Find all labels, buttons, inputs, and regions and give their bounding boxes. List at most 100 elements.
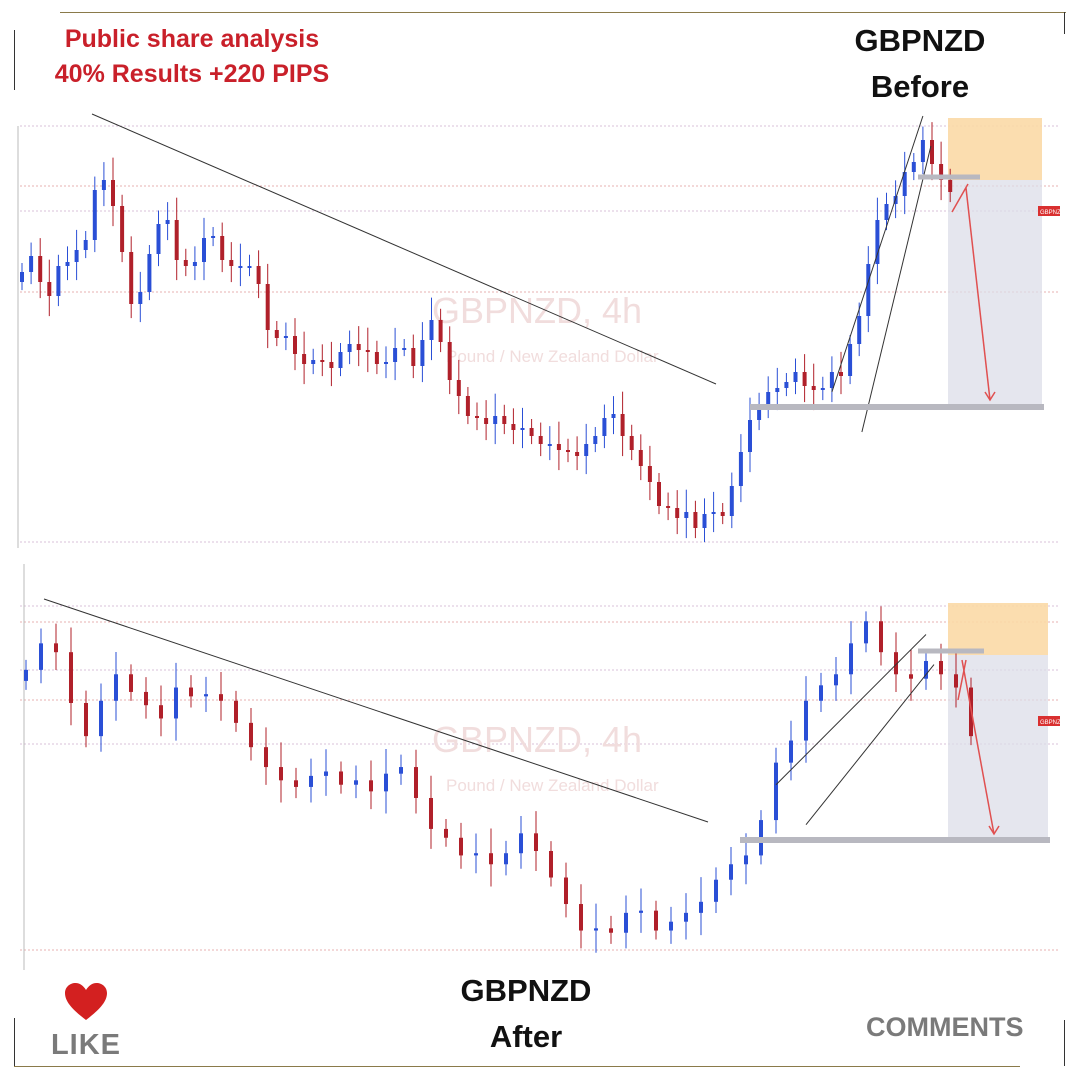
before-label: Before	[870, 69, 970, 104]
candle-body	[579, 904, 583, 931]
watermark-symbol: GBPNZD, 4h	[432, 290, 642, 331]
wedge-upper-line	[775, 634, 927, 786]
candle-body	[849, 643, 853, 675]
candle-body	[459, 837, 463, 856]
candle-body	[647, 466, 652, 482]
candle-body	[393, 348, 398, 362]
candle-body	[83, 240, 88, 250]
candle-body	[620, 414, 625, 436]
analysis-title: Public share analysis	[64, 25, 320, 53]
candle-body	[939, 164, 944, 180]
target-arrow-head	[988, 825, 1000, 836]
analysis-header: Public share analysis 40% Results +220 P…	[22, 22, 362, 92]
candle-body	[475, 416, 479, 418]
candle-body	[654, 910, 658, 931]
candle-body	[684, 912, 688, 922]
candle-body	[347, 344, 352, 352]
candle-body	[793, 372, 798, 382]
candle-body	[356, 344, 361, 350]
candle-body	[474, 853, 478, 856]
heart-icon	[65, 983, 107, 1020]
candle-body	[602, 418, 607, 436]
candle-body	[456, 380, 461, 396]
entry-zone	[948, 603, 1048, 655]
chart-panel-before: GBPNZD, 4h Pound / New Zealand Dollar GBPN…	[17, 113, 1061, 548]
candle-body	[54, 643, 58, 653]
candle-body	[274, 330, 279, 338]
candle-body	[669, 921, 673, 931]
candle-body	[804, 700, 808, 741]
candle-body	[666, 506, 671, 508]
candle-body	[120, 206, 125, 252]
candle-body	[147, 254, 152, 292]
candle-body	[684, 512, 689, 518]
target-arrow-line	[961, 659, 995, 835]
candle-body	[374, 352, 379, 364]
comments-button[interactable]: COMMENTS	[866, 1012, 1024, 1042]
candle-body	[894, 652, 898, 675]
candle-body	[711, 512, 716, 514]
candle-body	[338, 352, 343, 368]
candle-body	[219, 694, 223, 701]
candle-body	[320, 360, 325, 362]
candle-body	[566, 450, 570, 452]
candle-body	[839, 372, 843, 376]
candle-body	[624, 912, 628, 933]
wedge-lower-line	[861, 145, 932, 433]
chart-panel-after: GBPNZD, 4h Pound / New Zealand Dollar GBPN…	[20, 564, 1061, 970]
candle-body	[129, 252, 134, 304]
candle-body	[594, 928, 598, 931]
candle-body	[420, 340, 425, 366]
watermark-symbol: GBPNZD, 4h	[432, 719, 642, 760]
candle-body	[948, 180, 953, 192]
candle-body	[402, 348, 407, 350]
candle-body	[549, 851, 553, 878]
candle-body	[234, 700, 238, 723]
frame-left-bottom-mark	[14, 1018, 15, 1066]
candle-body	[111, 180, 115, 206]
candle-body	[866, 264, 871, 316]
candle-body	[329, 362, 334, 368]
candle-body	[879, 621, 883, 653]
candle-body	[302, 354, 307, 364]
candle-body	[714, 879, 718, 902]
price-tag-label: GBPNZ	[1040, 210, 1061, 216]
candle-body	[159, 705, 163, 719]
candle-body	[920, 140, 925, 162]
candle-body	[211, 236, 216, 238]
candle-body	[114, 674, 118, 701]
price-tag-box	[1038, 206, 1060, 216]
price-tag-label: GBPNZ	[1040, 720, 1061, 726]
candle-body	[738, 452, 743, 486]
candle-body	[757, 404, 762, 420]
candle-body	[238, 266, 243, 268]
candle-body	[939, 661, 943, 675]
candle-body	[720, 512, 725, 516]
candle-body	[429, 320, 434, 340]
candle-body	[834, 674, 838, 686]
candle-body	[675, 508, 680, 518]
candle-body	[229, 260, 234, 266]
candle-body	[547, 444, 552, 446]
candle-body	[657, 482, 661, 506]
frame-top-line	[60, 12, 1066, 13]
candle-body	[593, 436, 598, 444]
candle-body	[848, 344, 853, 376]
after-title: GBPNZD After	[426, 968, 626, 1060]
candle-body	[575, 452, 580, 456]
candle-body	[264, 747, 268, 768]
candle-body	[256, 266, 261, 284]
candle-body	[69, 652, 73, 703]
candle-body	[384, 362, 388, 364]
candle-body	[129, 674, 133, 692]
candle-body	[279, 767, 283, 781]
candle-body	[47, 282, 52, 296]
descending-trendline	[43, 598, 709, 823]
candle-body	[369, 780, 373, 792]
candle-body	[564, 877, 568, 905]
candle-body	[29, 256, 34, 272]
like-button[interactable]: LIKE	[40, 982, 132, 1062]
candle-body	[884, 204, 889, 220]
candle-body	[144, 691, 148, 706]
candle-body	[204, 694, 208, 697]
